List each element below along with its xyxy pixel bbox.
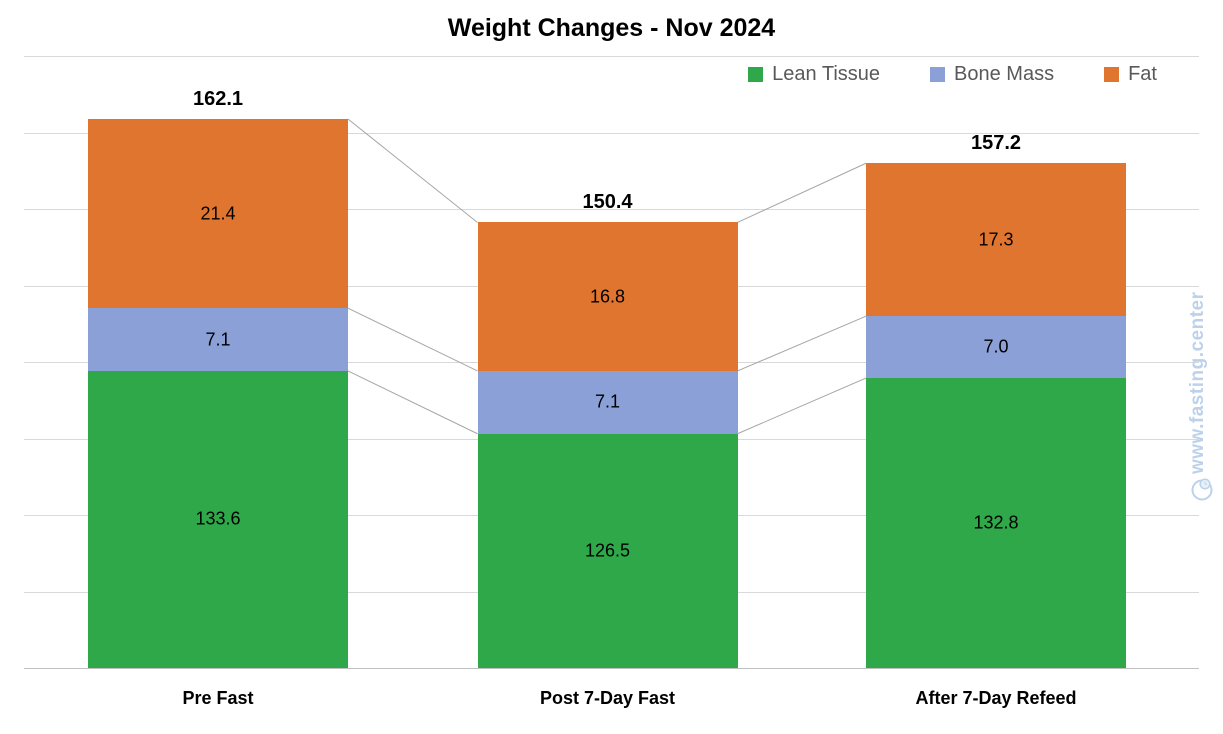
legend-item-fat: Fat [1104,63,1157,86]
legend-label: Fat [1128,63,1157,85]
legend-swatch-icon [748,67,764,82]
category-label: After 7-Day Refeed [915,688,1077,708]
segment-value-label: 7.1 [594,391,621,412]
gridline [24,133,1199,134]
chart-legend: Lean Tissue Bone Mass Fat [748,63,1157,86]
legend-swatch-icon [1104,67,1120,82]
segment-value-label: 21.4 [200,203,236,224]
category-label: Post 7-Day Fast [539,688,676,708]
bar-segment-lean-tissue [88,370,348,668]
segment-value-label: 132.8 [973,512,1019,533]
legend-swatch-icon [930,67,946,82]
segment-value-label: 17.3 [978,229,1014,250]
legend-label: Lean Tissue [772,63,881,85]
copyright-logo-icon [1191,478,1213,501]
bar-total-label: 150.4 [582,191,633,214]
legend-item-lean-tissue: Lean Tissue [748,63,880,86]
bar-segment-bone-mass [477,370,738,434]
bar-segment-fat [88,119,348,309]
bar-segment-fat [866,163,1126,317]
legend-item-bone-mass: Bone Mass [930,63,1054,86]
segment-value-label: 133.6 [195,508,241,529]
gridline [24,56,1199,57]
segment-value-label: 7.0 [983,336,1009,357]
bar-segment-fat [477,222,738,371]
legend-label: Bone Mass [954,63,1055,85]
chart-title: Weight Changes - Nov 2024 [447,14,776,42]
segment-value-label: 16.8 [589,286,626,307]
category-label: Pre Fast [182,688,254,708]
bar-segment-bone-mass [866,316,1126,379]
watermark-text: www.fasting.center [1187,291,1208,475]
gridline [24,209,1199,210]
bar-segment-lean-tissue [477,433,738,668]
bar-total-label: 157.2 [970,132,1022,155]
segment-value-label: 7.1 [205,329,231,350]
bar-total-label: 162.1 [192,88,244,111]
bar-segment-lean-tissue [866,378,1126,668]
x-axis-line [24,668,1199,669]
segment-value-label: 126.5 [584,540,631,561]
bar-segment-bone-mass [88,308,348,371]
